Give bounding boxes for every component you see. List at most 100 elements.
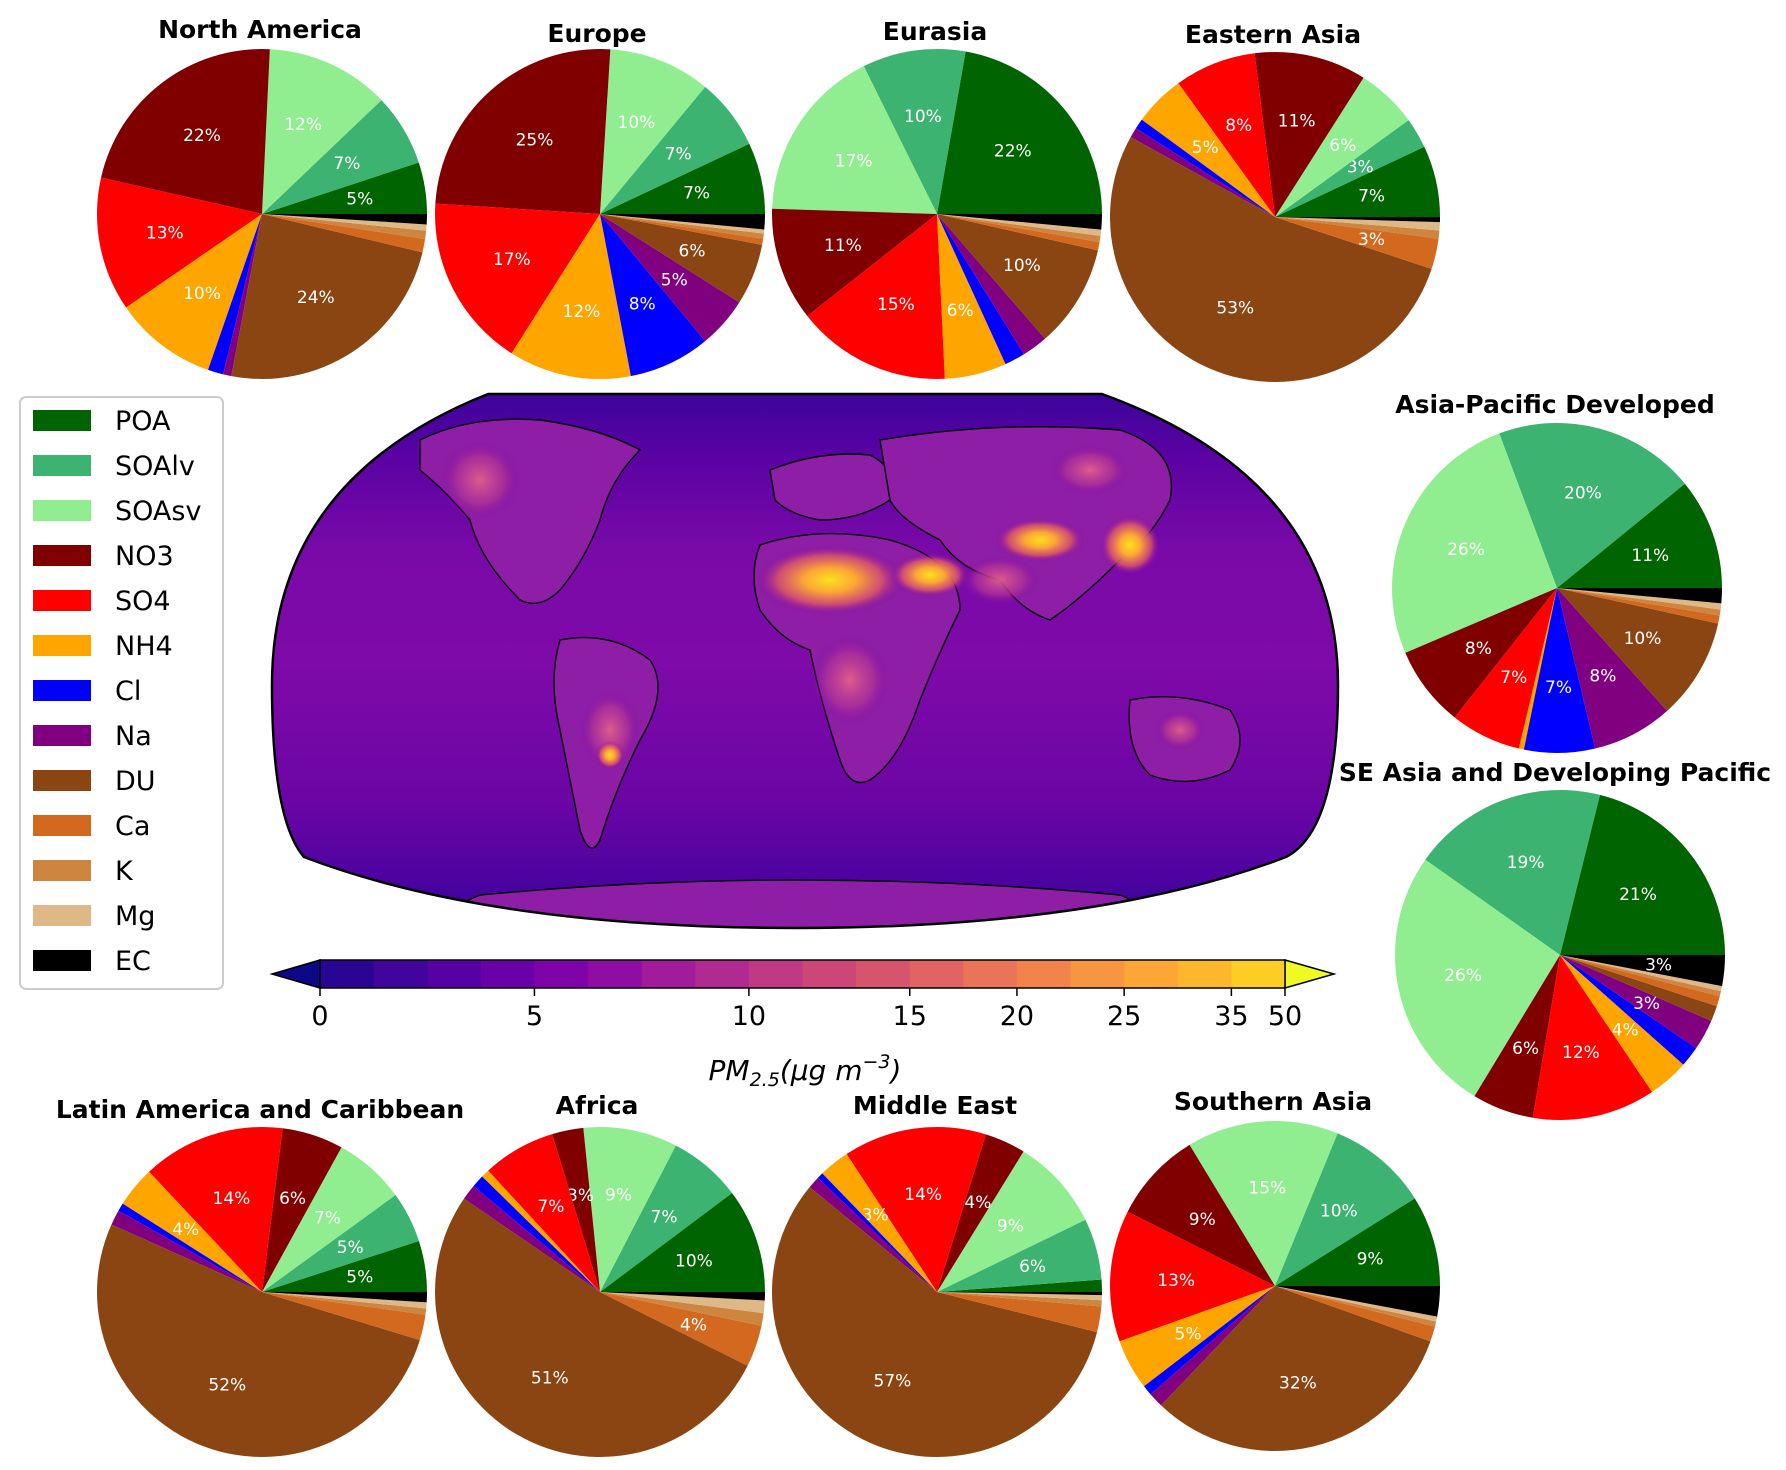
legend-swatch-soalv xyxy=(33,455,91,476)
legend-swatch-ca xyxy=(33,815,91,836)
pie-slice-africa-k xyxy=(600,1292,764,1326)
pie-slice-eastern-asia-so4 xyxy=(1178,53,1275,217)
pie-slice-se-asia-and-developing-pacific-soalv xyxy=(1425,790,1600,955)
pie-label-middle-east-no3: 4% xyxy=(964,1193,991,1213)
pie-label-eastern-asia-soalv: 3% xyxy=(1347,158,1374,178)
pie-label-southern-asia-poa: 9% xyxy=(1357,1250,1384,1270)
pie-label-africa-du: 51% xyxy=(531,1368,569,1388)
pie-slice-eurasia-soalv xyxy=(863,49,966,214)
pie-label-europe-so4: 17% xyxy=(493,250,531,270)
pie-label-eastern-asia-du: 53% xyxy=(1216,299,1254,319)
map-outline xyxy=(270,392,1340,930)
pie-label-europe-soasv: 10% xyxy=(618,113,656,133)
legend-swatch-nh4 xyxy=(33,635,91,656)
pie-label-asia-pacific-developed-cl: 7% xyxy=(1545,678,1572,698)
pie-slice-middle-east-na xyxy=(809,1177,937,1292)
pie-slice-latin-america-and-caribbean-na xyxy=(111,1210,262,1292)
pie-label-europe-soalv: 7% xyxy=(665,144,692,164)
legend-label-du: DU xyxy=(115,766,156,797)
pie-slice-europe-poa xyxy=(600,143,765,214)
pie-label-europe-nh4: 12% xyxy=(563,302,601,322)
pie-title-asia-pacific-developed: Asia-Pacific Developed xyxy=(1395,390,1714,419)
pie-title-eastern-asia: Eastern Asia xyxy=(1185,20,1361,49)
pie-slice-north-america-du xyxy=(231,214,423,380)
pie-slice-north-america-ec xyxy=(262,214,427,225)
pie-label-se-asia-and-developing-pacific-soasv: 26% xyxy=(1444,966,1482,986)
pie-slice-europe-du xyxy=(600,214,763,303)
pie-label-se-asia-and-developing-pacific-poa: 21% xyxy=(1619,885,1657,905)
pie-label-asia-pacific-developed-poa: 11% xyxy=(1631,546,1669,566)
pie-label-north-america-du: 24% xyxy=(297,288,335,308)
pie-title-eurasia: Eurasia xyxy=(883,17,987,46)
colorbar: 0 5 10 15 20 25 35 50 xyxy=(269,959,1337,1032)
pie-eastern-asia: 7%3%6%11%8%5%53%3%Eastern Asia xyxy=(1110,20,1441,382)
pie-label-north-america-soalv: 7% xyxy=(333,154,360,174)
colorbar-bin xyxy=(427,960,482,988)
pie-slice-se-asia-and-developing-pacific-so4 xyxy=(1532,955,1653,1121)
map-hotspots xyxy=(440,440,1205,770)
pie-label-north-america-nh4: 10% xyxy=(183,284,221,304)
pie-slice-eastern-asia-na xyxy=(1130,128,1275,217)
pie-label-eastern-asia-soasv: 6% xyxy=(1329,136,1356,156)
pie-slice-africa-soalv xyxy=(600,1145,733,1292)
pie-slice-latin-america-and-caribbean-ca xyxy=(262,1292,426,1341)
pie-slice-asia-pacific-developed-soalv xyxy=(1499,422,1685,588)
pie-label-north-america-poa: 5% xyxy=(346,189,373,209)
regional-pie-charts: 5%7%12%22%13%10% 24%North America7%7%10%2… xyxy=(56,15,1771,1458)
pie-slice-middle-east-soalv xyxy=(937,1219,1102,1292)
colorbar-bin xyxy=(748,960,803,988)
pie-slice-europe-cl xyxy=(600,214,706,377)
pie-slice-africa-soasv xyxy=(583,1127,676,1292)
pie-slice-north-america-poa xyxy=(262,162,427,214)
pie-slice-middle-east-ec xyxy=(937,1292,1102,1296)
pie-label-southern-asia-no3: 9% xyxy=(1189,1210,1216,1230)
pie-slice-se-asia-and-developing-pacific-ca xyxy=(1560,955,1720,1007)
legend-label-ca: Ca xyxy=(115,811,150,842)
pie-label-middle-east-soasv: 9% xyxy=(997,1217,1024,1237)
pie-slice-asia-pacific-developed-du xyxy=(1557,588,1719,711)
pie-slice-eurasia-ca xyxy=(937,214,1100,251)
pie-slice-eurasia-k xyxy=(937,214,1101,243)
pie-title-middle-east: Middle East xyxy=(853,1091,1017,1120)
pie-title-africa: Africa xyxy=(556,1091,639,1120)
pie-label-africa-no3: 3% xyxy=(567,1186,594,1206)
colorbar-tick-label: 0 xyxy=(311,1001,328,1032)
pie-middle-east: 6% 9% 4% 14% 3% 57% Middle East xyxy=(771,1091,1102,1458)
pie-slice-se-asia-and-developing-pacific-poa xyxy=(1560,794,1725,955)
pie-slice-southern-asia-du xyxy=(1161,1286,1431,1452)
pie-slice-eastern-asia-soasv xyxy=(1275,77,1409,218)
legend-swatch-na xyxy=(33,725,91,746)
pie-slice-asia-pacific-developed-ec xyxy=(1557,588,1722,604)
colorbar-bin xyxy=(480,960,535,988)
pie-slice-eurasia-nh4 xyxy=(937,214,1006,379)
pie-label-asia-pacific-developed-du: 10% xyxy=(1624,629,1662,649)
pie-label-latin-america-and-caribbean-du: 52% xyxy=(208,1376,246,1396)
pie-label-southern-asia-soalv: 10% xyxy=(1320,1201,1358,1221)
pie-label-se-asia-and-developing-pacific-soalv: 19% xyxy=(1507,853,1545,873)
pie-slice-north-america-na xyxy=(223,214,262,377)
pie-label-asia-pacific-developed-no3: 8% xyxy=(1465,639,1492,659)
pie-slice-eastern-asia-mg xyxy=(1275,217,1440,231)
colorbar-tick-label: 15 xyxy=(893,1001,927,1032)
pie-slice-north-america-so4 xyxy=(96,177,262,308)
pie-slice-north-america-cl xyxy=(208,214,262,375)
legend-swatch-no3 xyxy=(33,545,91,566)
pie-slice-africa-na xyxy=(463,1185,600,1292)
legend-swatch-soasv xyxy=(33,500,91,521)
pie-title-latin-america-and-caribbean: Latin America and Caribbean xyxy=(56,1095,464,1124)
pie-label-eurasia-no3: 11% xyxy=(824,236,862,256)
pie-slice-africa-so4 xyxy=(488,1134,600,1292)
pie-slice-se-asia-and-developing-pacific-nh4 xyxy=(1560,955,1684,1092)
colorbar-frame xyxy=(319,959,1286,989)
pie-slice-middle-east-cl xyxy=(817,1173,937,1292)
pie-title-europe: Europe xyxy=(547,19,646,48)
legend-label-no3: NO3 xyxy=(115,541,174,572)
pie-slice-southern-asia-cl xyxy=(1143,1286,1275,1395)
pie-slice-europe-ca xyxy=(600,214,764,245)
pie-slice-asia-pacific-developed-soasv xyxy=(1392,433,1557,653)
pie-slice-north-america-ca xyxy=(262,214,426,253)
pie-slice-se-asia-and-developing-pacific-ec xyxy=(1560,955,1725,987)
pie-label-africa-soalv: 7% xyxy=(651,1207,678,1227)
colorbar-bin xyxy=(1177,960,1232,988)
pie-label-eastern-asia-so4: 8% xyxy=(1225,116,1252,136)
